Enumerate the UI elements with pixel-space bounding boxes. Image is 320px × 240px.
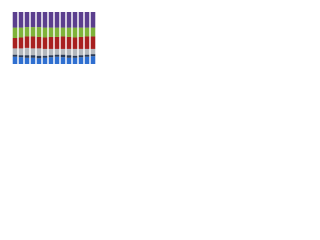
bar-segment (30, 27, 36, 37)
bar-segment (24, 57, 30, 64)
bar-segment (54, 56, 60, 64)
bar-segment (54, 12, 60, 28)
bar-segment (54, 54, 60, 57)
bar-segment (60, 48, 66, 55)
bar-segment (90, 56, 96, 64)
bar-segment (90, 36, 96, 49)
bar-segment (12, 56, 18, 64)
bar-segment (60, 36, 66, 49)
bar-segment (48, 36, 54, 49)
bar-segment (60, 12, 66, 28)
bar-segment (18, 27, 24, 38)
bar-segment (72, 48, 78, 56)
bar-segment (30, 55, 36, 58)
bar-segment (24, 27, 30, 37)
chart (12, 12, 96, 64)
bar-segment (18, 55, 24, 58)
bar-segment (90, 48, 96, 55)
bar-segment (36, 55, 42, 59)
bar-segment (36, 27, 42, 37)
bar-segment (30, 12, 36, 28)
bar-segment (24, 55, 30, 58)
bar-segment (90, 12, 96, 28)
bar-segment (18, 48, 24, 56)
bar-segment (30, 57, 36, 64)
bar-segment (30, 48, 36, 56)
bar-segment (72, 12, 78, 28)
bar-segment (42, 27, 48, 38)
bar-segment (84, 54, 90, 57)
bar-segment (30, 36, 36, 49)
bar-segment (12, 54, 18, 57)
bar-segment (72, 57, 78, 64)
bar-segment (72, 37, 78, 49)
bar-segment (42, 37, 48, 49)
bar-segment (72, 27, 78, 38)
bar-segment (72, 55, 78, 58)
bar-segment (48, 55, 54, 58)
bar-segment (54, 36, 60, 49)
bar-segment (12, 12, 18, 28)
bar-segment (18, 57, 24, 64)
bar-segment (36, 12, 42, 28)
bar-segment (66, 27, 72, 37)
bar-segment (66, 55, 72, 58)
bar-segment (36, 58, 42, 64)
bar-segment (84, 27, 90, 37)
bar-segment (66, 12, 72, 28)
bar-segment (90, 54, 96, 57)
bar-segment (12, 27, 18, 38)
bar-segment (60, 57, 66, 64)
bar-segment (24, 47, 30, 56)
bar-segment (84, 36, 90, 49)
bar-segment (36, 36, 42, 49)
bar-segment (66, 36, 72, 49)
bar-segment (78, 36, 84, 49)
bar-segment (84, 12, 90, 28)
bar-segment (48, 27, 54, 37)
bar-segment (54, 48, 60, 55)
bar-segment (24, 36, 30, 48)
bar-segment (18, 12, 24, 28)
bar-segment (48, 48, 54, 56)
bar-segment (24, 12, 30, 28)
bar-segment (42, 48, 48, 56)
bar-segment (66, 48, 72, 56)
bar-segment (78, 12, 84, 28)
bar-segment (36, 48, 42, 56)
bar-segment (12, 38, 18, 49)
bar-segment (48, 12, 54, 28)
bar-segment (48, 57, 54, 64)
bar-segment (60, 27, 66, 37)
bar-segment (66, 57, 72, 64)
bar-segment (84, 48, 90, 55)
bar-segment (54, 27, 60, 37)
bar-segment (42, 55, 48, 58)
bar-segment (12, 48, 18, 55)
bar-segment (84, 56, 90, 64)
bar-segment (78, 55, 84, 58)
bar-segment (42, 57, 48, 64)
bar-segment (42, 12, 48, 28)
bar-segment (90, 27, 96, 37)
bar-segment (18, 37, 24, 49)
bar-segment (78, 27, 84, 37)
bar-segment (78, 57, 84, 64)
bar-segment (78, 48, 84, 56)
bar-segment (60, 54, 66, 58)
